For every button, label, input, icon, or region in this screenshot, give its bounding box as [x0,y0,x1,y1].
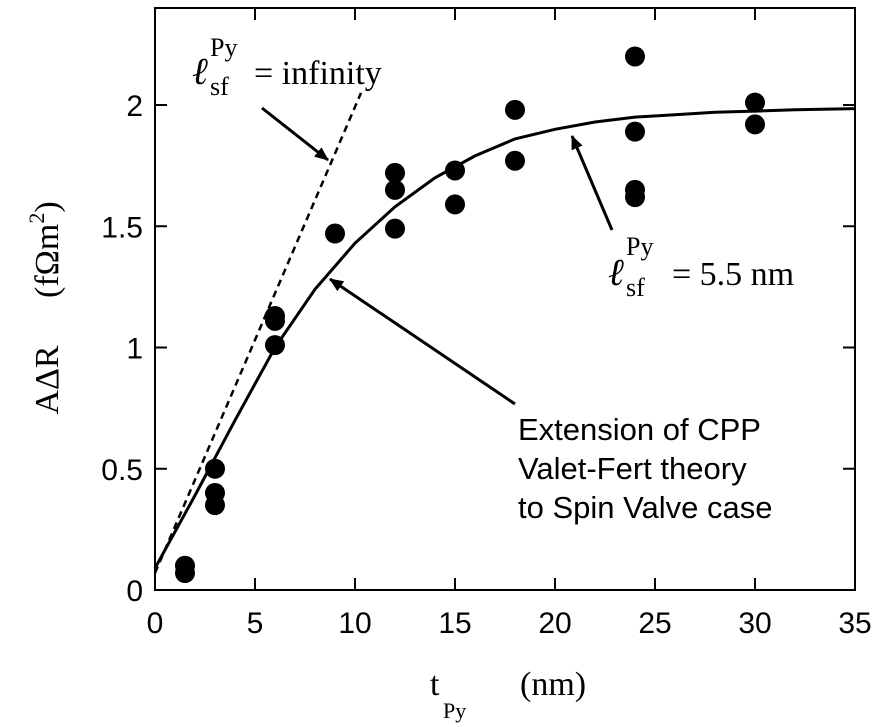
annotation-5.5nm-ell: ℓ [608,252,624,294]
data-point [505,99,525,120]
data-point [625,46,645,67]
x-tick-label: 15 [438,607,471,640]
data-point [175,555,195,576]
y-axis-unit-sup: 2 [24,213,49,224]
y-axis-label: AΔR (fΩm2) [24,201,66,414]
annotation-infinity-ell: ℓ [192,51,208,93]
data-point [625,179,645,200]
series-infinity-dashed-line [153,92,363,574]
data-point [745,92,765,113]
annotation-theory-line3: to Spin Valve case [518,490,772,525]
annotation-theory: Extension of CPP Valet-Fert theory to Sp… [329,277,772,525]
y-tick-label: 1.5 [101,211,143,244]
plot-frame [154,7,856,591]
data-point [385,179,405,200]
x-axis-label-main: t [430,666,440,703]
annotation-theory-line2: Valet-Fert theory [518,451,747,486]
x-tick-label: 10 [338,607,371,640]
annotation-theory-arrow [329,277,516,406]
annotation-infinity: ℓ Py sf = infinity [192,33,382,162]
data-point [265,335,285,356]
annotation-infinity-arrow [261,106,329,162]
data-point [205,458,225,479]
x-axis-label: t Py (nm) [430,666,586,723]
x-axis-label-unit: (nm) [520,666,586,703]
y-axis-label-unit: (fΩm2) [24,201,66,298]
y-tick-label: 0 [126,575,143,608]
x-tick-label: 30 [738,607,771,640]
series-fit-5.5nm-line [153,107,856,569]
data-point [445,194,465,215]
annotation-theory-line1: Extension of CPP [518,412,761,447]
x-axis-label-sub: Py [443,698,466,723]
annotation-5.5nm: ℓ Py sf = 5.5 nm [570,135,794,302]
data-point [385,218,405,239]
annotation-5.5nm-sup: Py [626,232,653,261]
x-tick-label: 25 [638,607,671,640]
data-point [205,483,225,503]
annotation-infinity-text: = infinity [254,55,382,92]
x-tick-labels: 0 5 10 15 20 25 30 35 [147,607,872,640]
x-tick-label: 5 [247,607,264,640]
x-tick-label: 20 [538,607,571,640]
axis-ticks [154,8,856,591]
y-tick-labels: 0 0.5 1 1.5 2 [101,90,143,608]
data-point [265,305,285,326]
data-point [625,121,645,142]
y-axis-unit-close: ) [29,201,66,212]
x-tick-label: 35 [838,607,871,640]
annotation-infinity-sup: Py [210,33,237,62]
data-point [745,114,765,135]
data-point [505,150,525,171]
annotation-5.5nm-text: = 5.5 nm [672,256,794,293]
annotation-5.5nm-sub: sf [626,273,645,302]
data-point [445,160,465,181]
y-axis-label-main: AΔR [29,345,66,414]
data-point [385,162,405,183]
y-axis-unit-open: (fΩm [29,224,66,298]
y-tick-label: 2 [126,90,143,123]
annotation-5.5nm-arrow [570,135,614,231]
annotation-infinity-sub: sf [210,72,229,101]
data-points [175,46,765,584]
y-tick-label: 1 [126,333,143,366]
y-tick-label: 0.5 [101,454,143,487]
x-tick-label: 0 [147,607,164,640]
data-point [325,223,345,244]
